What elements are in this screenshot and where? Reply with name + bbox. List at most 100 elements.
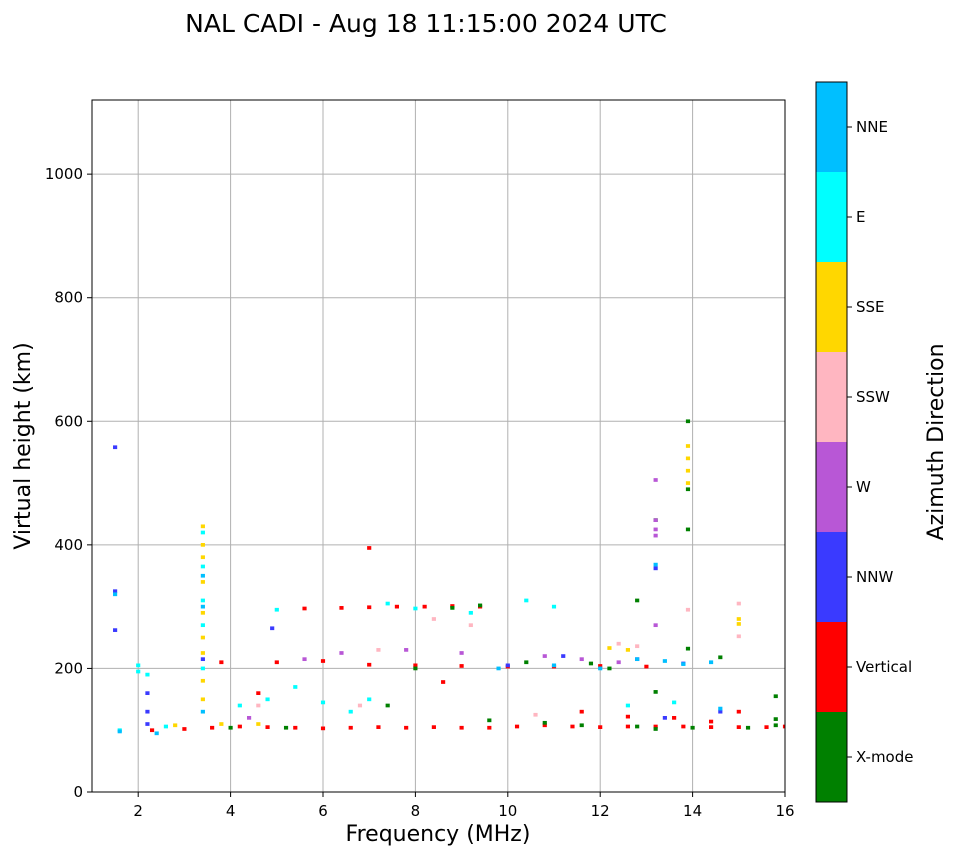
echo-cell bbox=[182, 727, 187, 731]
echo-cell bbox=[450, 606, 455, 610]
echo-cell bbox=[413, 663, 418, 668]
echo-cell bbox=[635, 724, 640, 729]
echo-cell bbox=[459, 664, 464, 668]
plot-background bbox=[92, 100, 785, 792]
echo-cell bbox=[113, 592, 118, 597]
series-w bbox=[247, 478, 658, 720]
echo-cell bbox=[644, 664, 649, 669]
x-tick-label: 2 bbox=[133, 802, 143, 820]
echo-cell bbox=[616, 641, 621, 646]
echo-cell bbox=[270, 626, 275, 631]
echo-cell bbox=[653, 566, 658, 571]
y-axis-label: Virtual height (km) bbox=[11, 342, 36, 549]
colorbar-tick-label: E bbox=[856, 208, 865, 226]
echo-cell bbox=[256, 703, 261, 708]
echo-cell bbox=[113, 445, 118, 450]
echo-cell bbox=[200, 555, 205, 560]
y-tick-label: 1000 bbox=[45, 165, 83, 183]
echo-cell bbox=[635, 644, 640, 649]
echo-cell bbox=[524, 660, 529, 665]
echo-cell bbox=[200, 635, 205, 640]
y-tick-label: 400 bbox=[54, 536, 83, 554]
echo-cell bbox=[136, 663, 141, 668]
x-tick-label: 6 bbox=[318, 802, 328, 820]
echo-cell bbox=[136, 669, 141, 674]
colorbar-segment bbox=[816, 262, 847, 352]
echo-cell bbox=[496, 666, 501, 671]
echo-cell bbox=[542, 720, 547, 725]
x-tick-label: 8 bbox=[411, 802, 421, 820]
echo-cell bbox=[718, 655, 723, 660]
echo-cell bbox=[653, 727, 658, 731]
echo-cell bbox=[293, 685, 298, 689]
echo-cell bbox=[200, 530, 205, 535]
colorbar: X-mode Vertical NNW W SSW SSE E NNE bbox=[815, 81, 913, 803]
echo-cell bbox=[718, 709, 723, 714]
echo-cell bbox=[653, 562, 658, 567]
echo-cell bbox=[357, 703, 363, 708]
echo-cell bbox=[570, 724, 575, 729]
echo-cell bbox=[736, 622, 741, 626]
echo-cell bbox=[542, 723, 547, 728]
series-ssw bbox=[256, 601, 741, 717]
echo-cell bbox=[718, 706, 723, 711]
echo-cell bbox=[200, 580, 205, 584]
colorbar-tick-label: NNW bbox=[856, 568, 893, 586]
colorbar-label: Azimuth Direction bbox=[924, 343, 949, 540]
echo-cell bbox=[200, 573, 205, 578]
echo-cell bbox=[607, 666, 612, 671]
echo-cell bbox=[685, 444, 691, 448]
echo-cell bbox=[542, 654, 547, 658]
echo-cell bbox=[385, 601, 390, 606]
echo-cell bbox=[662, 716, 667, 720]
echo-cell bbox=[662, 659, 667, 663]
echo-cell bbox=[265, 725, 270, 729]
echo-cell bbox=[685, 456, 691, 461]
echo-cell bbox=[274, 660, 279, 665]
echo-cell bbox=[200, 697, 205, 702]
x-tick-label: 12 bbox=[591, 802, 610, 820]
echo-cell bbox=[113, 628, 118, 632]
echo-cell bbox=[431, 725, 436, 729]
echo-cell bbox=[653, 690, 658, 694]
echo-cell bbox=[616, 660, 621, 665]
y-tick-label: 200 bbox=[54, 659, 83, 677]
echo-cell bbox=[653, 623, 658, 628]
echo-cell bbox=[200, 709, 205, 714]
x-tick-label: 4 bbox=[226, 802, 236, 820]
echo-cell bbox=[320, 659, 326, 663]
colorbar-frame bbox=[815, 81, 848, 803]
echo-cells bbox=[113, 419, 785, 736]
echo-cell bbox=[459, 725, 464, 730]
echo-cell bbox=[773, 694, 778, 699]
echo-cell bbox=[579, 657, 584, 662]
echo-cell bbox=[524, 598, 529, 603]
echo-cell bbox=[681, 724, 686, 729]
echo-cell bbox=[219, 660, 224, 665]
x-axis-label: Frequency (MHz) bbox=[346, 822, 531, 847]
echo-cell bbox=[685, 646, 691, 651]
echo-cell bbox=[625, 724, 630, 729]
echo-cell bbox=[635, 598, 640, 603]
echo-cell bbox=[736, 725, 741, 729]
series-sse bbox=[173, 444, 741, 728]
echo-cell bbox=[625, 648, 630, 652]
echo-cell bbox=[561, 654, 566, 658]
echo-cell bbox=[367, 662, 372, 667]
echo-cell bbox=[274, 607, 279, 612]
echo-cell bbox=[598, 666, 603, 671]
echo-cell bbox=[745, 725, 751, 730]
echo-cell bbox=[113, 589, 118, 594]
echo-cell bbox=[505, 663, 510, 668]
plot-area: 2 4 6 8 10 12 14 16 0 200 400 600 800 1000 bbox=[45, 99, 795, 820]
echo-cell bbox=[200, 524, 205, 529]
colorbar-tick-label: SSE bbox=[856, 298, 885, 316]
echo-cell bbox=[551, 604, 557, 609]
echo-cell bbox=[117, 729, 122, 734]
echo-cell bbox=[394, 604, 399, 609]
echo-cell bbox=[653, 724, 658, 729]
echo-cell bbox=[200, 651, 205, 655]
echo-cell bbox=[200, 666, 205, 671]
echo-cell bbox=[367, 697, 372, 702]
echo-cell bbox=[173, 723, 178, 728]
